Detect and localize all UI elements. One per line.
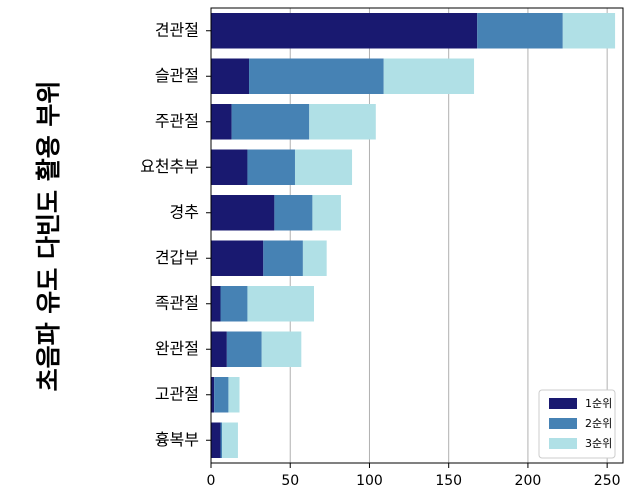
bar-segment-series-1 <box>211 422 221 458</box>
category-label: 요천추부 <box>140 157 199 176</box>
bar-segment-series-3 <box>247 286 314 322</box>
bar-segment-series-3 <box>228 377 240 413</box>
category-label: 경추 <box>170 202 199 221</box>
category-label: 완관절 <box>155 339 199 358</box>
category-label: 흉복부 <box>155 430 199 449</box>
legend-label: 2순위 <box>585 417 612 430</box>
legend-label: 3순위 <box>585 437 612 450</box>
bar-segment-series-2 <box>226 331 262 367</box>
bar-segment-series-2 <box>249 58 384 94</box>
x-tick-label: 100 <box>356 473 383 489</box>
bar-segment-series-3 <box>261 331 302 367</box>
bar-layer <box>211 13 616 458</box>
tick-layer: 0 50 100 150 200 250 견관절슬관절주관절요천추부경추견갑부족관절완관절고… <box>140 20 620 489</box>
category-label: 견갑부 <box>155 248 199 267</box>
bar-segment-series-3 <box>302 240 327 276</box>
bar-segment-series-1 <box>211 195 275 231</box>
bar-segment-series-1 <box>211 240 264 276</box>
bar-segment-series-1 <box>211 149 248 185</box>
plot-frame <box>210 7 624 464</box>
x-tick-label: 150 <box>435 473 462 489</box>
bar-segment-series-1 <box>211 286 221 322</box>
bar-segment-series-2 <box>231 104 310 140</box>
category-label: 주관절 <box>155 111 199 130</box>
bar-segment-series-1 <box>211 58 250 94</box>
bar-segment-series-2 <box>220 286 248 322</box>
legend-swatch <box>549 398 577 409</box>
legend-swatch <box>549 438 577 449</box>
x-tick-label: 250 <box>594 473 621 489</box>
y-axis-title: 초음파 유도 다빈도 활용 부위 <box>34 81 63 392</box>
bar-segment-series-2 <box>274 195 313 231</box>
bar-segment-series-1 <box>211 377 215 413</box>
bar-segment-series-1 <box>211 13 478 49</box>
category-label: 족관절 <box>155 293 199 312</box>
bar-segment-series-3 <box>312 195 341 231</box>
category-label: 고관절 <box>155 384 199 403</box>
bar-segment-series-3 <box>222 422 238 458</box>
bar-segment-series-2 <box>477 13 563 49</box>
bar-segment-series-2 <box>263 240 303 276</box>
bar-segment-series-2 <box>247 149 295 185</box>
category-label: 견관절 <box>155 20 199 39</box>
bar-segment-series-3 <box>562 13 616 49</box>
legend-swatch <box>549 418 577 429</box>
category-label: 슬관절 <box>155 66 199 85</box>
bar-segment-series-3 <box>309 104 376 140</box>
bar-segment-series-2 <box>220 422 223 458</box>
legend-label: 1순위 <box>585 397 612 410</box>
bar-segment-series-2 <box>214 377 229 413</box>
bar-segment-series-3 <box>383 58 475 94</box>
x-tick-label: 200 <box>515 473 542 489</box>
legend: 1순위 2순위 3순위 <box>538 389 616 459</box>
bar-segment-series-1 <box>211 104 232 140</box>
bar-segment-series-3 <box>294 149 353 185</box>
bar-segment-series-1 <box>211 331 227 367</box>
x-tick-label: 50 <box>281 473 299 489</box>
x-tick-label: 0 <box>207 473 216 489</box>
